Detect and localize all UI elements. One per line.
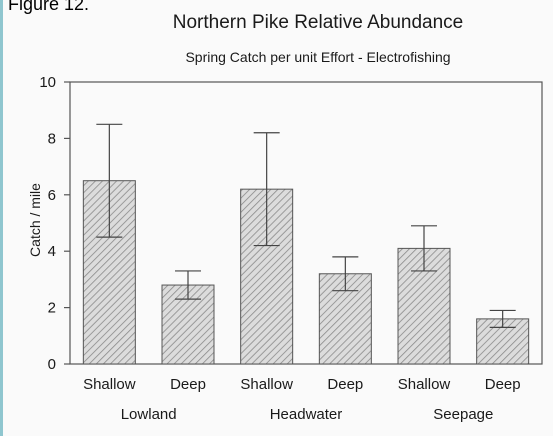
y-tick-label: 2: [48, 300, 56, 317]
chart-title: Northern Pike Relative Abundance: [173, 12, 463, 33]
y-tick-label: 8: [48, 130, 56, 147]
x-tick-label: Deep: [327, 376, 363, 393]
x-tick-label: Shallow: [240, 376, 293, 393]
figure-label: Figure 12.: [8, 0, 90, 14]
x-tick-label: Deep: [485, 376, 521, 393]
y-tick-label: 4: [48, 243, 56, 260]
left-border-rule: [0, 0, 3, 436]
bar: [397, 247, 451, 365]
y-tick-label: 6: [48, 187, 56, 204]
group-label: Headwater: [270, 406, 343, 423]
x-tick-label: Deep: [170, 376, 206, 393]
plot-area-frame: [69, 81, 543, 365]
y-axis-label: Catch / mile: [27, 183, 43, 257]
x-tick-label: Shallow: [83, 376, 136, 393]
x-tick-label: Shallow: [398, 376, 451, 393]
group-label: Lowland: [121, 406, 177, 423]
y-tick-label: 0: [48, 356, 56, 373]
chart-marks: 0 2 4 6 8 10 Shallow Deep Shallow Deep Shallow Deep…: [39, 74, 530, 423]
group-label: Seepage: [433, 406, 493, 423]
y-tick-label: 10: [39, 74, 56, 91]
chart-subtitle: Spring Catch per unit Effort - Electrofi…: [185, 49, 450, 65]
